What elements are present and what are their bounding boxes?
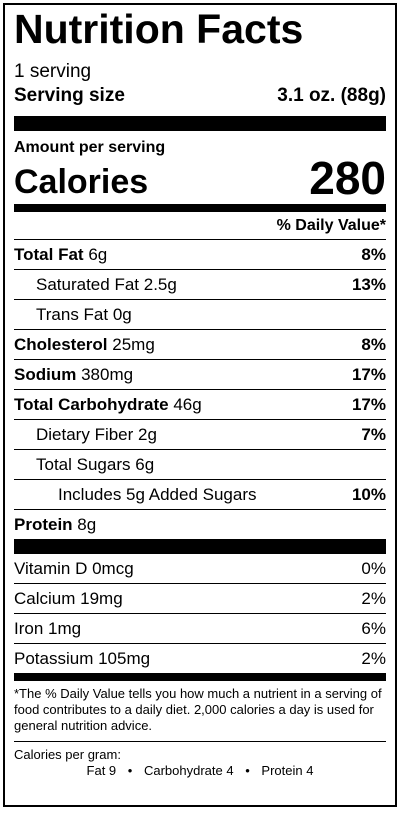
medium-divider — [14, 204, 386, 212]
calories-per-gram-values: Fat 9 • Carbohydrate 4 • Protein 4 — [14, 763, 386, 779]
vitamin-dv: 6% — [361, 618, 386, 638]
cpg-protein: Protein 4 — [261, 763, 314, 778]
nutrient-amount: 6g — [135, 454, 155, 474]
amount-per-serving: Amount per serving — [14, 139, 166, 156]
thick-divider — [14, 539, 386, 554]
vitamin-dv: 2% — [361, 588, 386, 608]
nutrient-amount: 46g — [173, 394, 202, 414]
nutrient-name: Trans Fat — [36, 304, 109, 324]
nutrient-row-total-fat: Total Fat 6g 8% — [14, 240, 386, 270]
nutrient-name: Total Carbohydrate — [14, 394, 169, 414]
nutrient-amount: 6g — [88, 244, 108, 264]
daily-value-footnote: *The % Daily Value tells you how much a … — [14, 686, 386, 742]
medium-divider — [14, 673, 386, 681]
nutrient-text: Includes 5g Added Sugars — [58, 484, 257, 504]
vitamin-text: Potassium 105mg — [14, 648, 151, 668]
calories-value: 280 — [309, 152, 386, 204]
nutrient-name: Sodium — [14, 364, 77, 384]
calories-row: Calories 280 — [14, 154, 386, 202]
nutrient-amount: 380mg — [81, 364, 134, 384]
vitamin-text: Iron 1mg — [14, 618, 82, 638]
nutrient-dv: 7% — [361, 424, 386, 444]
nutrient-amount: 2.5g — [143, 274, 177, 294]
nutrient-amount: 0g — [112, 304, 132, 324]
cpg-fat: Fat 9 — [86, 763, 117, 778]
vitamin-row-vitamin-d: Vitamin D 0mcg 0% — [14, 554, 386, 584]
nutrient-name: Protein — [14, 514, 73, 534]
cpg-separator: • — [245, 763, 250, 778]
label-title: Nutrition Facts — [14, 6, 304, 52]
nutrient-row-saturated-fat: Saturated Fat 2.5g 13% — [14, 270, 386, 300]
vitamin-text: Vitamin D 0mcg — [14, 558, 134, 578]
servings-per-container: 1 serving — [14, 61, 92, 82]
serving-size-value: 3.1 oz. (88g) — [277, 85, 386, 106]
calories-label: Calories — [14, 163, 149, 201]
cpg-separator: • — [127, 763, 133, 778]
nutrient-row-sodium: Sodium 380mg 17% — [14, 360, 386, 390]
cpg-carbohydrate: Carbohydrate 4 — [143, 763, 234, 778]
nutrient-row-total-carbohydrate: Total Carbohydrate 46g 17% — [14, 390, 386, 420]
nutrient-dv: 13% — [351, 274, 386, 294]
nutrient-name: Total Fat — [14, 244, 84, 264]
serving-size-row: Serving size 3.1 oz. (88g) — [14, 84, 386, 108]
nutrient-dv: 17% — [351, 394, 386, 414]
vitamin-dv: 0% — [361, 558, 386, 578]
nutrient-amount: 25mg — [112, 334, 155, 354]
vitamin-text: Calcium 19mg — [14, 588, 123, 608]
nutrient-row-added-sugars: Includes 5g Added Sugars 10% — [14, 480, 386, 510]
nutrient-amount: 2g — [138, 424, 157, 444]
nutrient-row-cholesterol: Cholesterol 25mg 8% — [14, 330, 386, 360]
nutrient-name: Cholesterol — [14, 334, 108, 354]
vitamin-dv: 2% — [361, 648, 386, 668]
vitamin-row-iron: Iron 1mg 6% — [14, 614, 386, 644]
nutrient-row-protein: Protein 8g — [14, 510, 386, 539]
nutrient-name: Total Sugars — [36, 454, 131, 474]
calories-per-gram-title: Calories per gram: — [14, 747, 121, 762]
serving-size-label: Serving size — [14, 85, 125, 106]
nutrient-dv: 8% — [361, 244, 386, 264]
nutrient-amount: 8g — [77, 514, 97, 534]
nutrient-row-total-sugars: Total Sugars 6g — [14, 450, 386, 480]
nutrient-row-dietary-fiber: Dietary Fiber 2g 7% — [14, 420, 386, 450]
nutrient-dv: 10% — [351, 484, 386, 504]
daily-value-header: % Daily Value* — [14, 212, 386, 240]
thick-divider — [14, 116, 386, 131]
vitamin-row-potassium: Potassium 105mg 2% — [14, 644, 386, 673]
nutrient-row-trans-fat: Trans Fat 0g — [14, 300, 386, 330]
nutrient-dv: 17% — [351, 364, 386, 384]
nutrient-dv: 8% — [361, 334, 386, 354]
nutrient-name: Dietary Fiber — [36, 424, 134, 444]
nutrient-name: Saturated Fat — [36, 274, 140, 294]
nutrition-facts-label: Nutrition Facts 1 serving Serving size 3… — [3, 3, 397, 807]
vitamin-row-calcium: Calcium 19mg 2% — [14, 584, 386, 614]
